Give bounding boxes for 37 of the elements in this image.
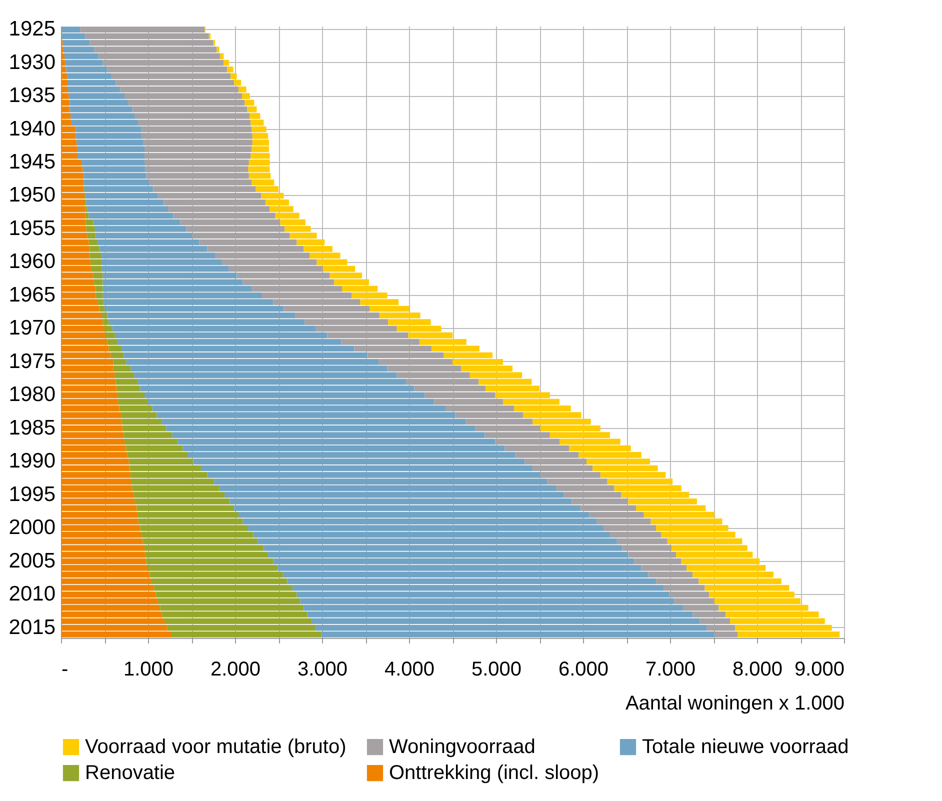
x-tick-label: 2.000 — [210, 658, 261, 680]
legend-label: Totale nieuwe voorraad — [642, 736, 849, 758]
y-tick-label: 1960 — [8, 250, 56, 274]
legend-label: Renovatie — [85, 762, 176, 784]
y-tick-label: 2000 — [8, 516, 56, 540]
y-tick-label: 1975 — [8, 350, 56, 373]
x-axis-title: Aantal woningen x 1.000 — [625, 692, 844, 714]
y-tick-label: 1930 — [8, 50, 56, 74]
x-tick-label: 6.000 — [558, 658, 609, 680]
y-tick-label: 1965 — [8, 283, 56, 306]
y-tick-label: 1970 — [8, 316, 56, 340]
y-tick-label: 1950 — [8, 184, 56, 207]
y-tick-label: 2010 — [8, 582, 56, 606]
y-tick-label: 1980 — [8, 383, 56, 406]
x-tick-label: 8.000 — [732, 658, 783, 680]
bar — [216, 46, 220, 52]
legend-label: Onttrekking (incl. sloop) — [389, 762, 600, 784]
x-tick-label: 1.000 — [123, 658, 174, 680]
y-tick-label: 1955 — [8, 216, 56, 240]
bar — [220, 53, 224, 60]
x-tick-label: 5.000 — [471, 658, 522, 680]
y-tick-label: 1940 — [8, 117, 56, 140]
y-tick-label: 1990 — [8, 450, 56, 473]
y-tick-label: 2015 — [8, 616, 56, 639]
y-tick-label: 1995 — [8, 482, 56, 506]
x-tick-label: 3.000 — [297, 658, 348, 680]
x-tick-label: 4.000 — [384, 658, 435, 680]
x-tick-label: 7.000 — [645, 658, 696, 680]
y-tick-label: 1935 — [8, 84, 56, 108]
x-tick-label: - — [62, 658, 68, 680]
y-tick-label: 1985 — [8, 416, 56, 440]
legend-label: Voorraad voor mutatie (bruto) — [85, 736, 346, 758]
x-tick-label: 9.000 — [794, 658, 844, 680]
y-tick-label: 2005 — [8, 549, 56, 572]
legend-label: Woningvoorraad — [389, 736, 536, 758]
y-tick-label: 1945 — [8, 150, 56, 174]
y-tick-label: 1925 — [8, 18, 56, 41]
